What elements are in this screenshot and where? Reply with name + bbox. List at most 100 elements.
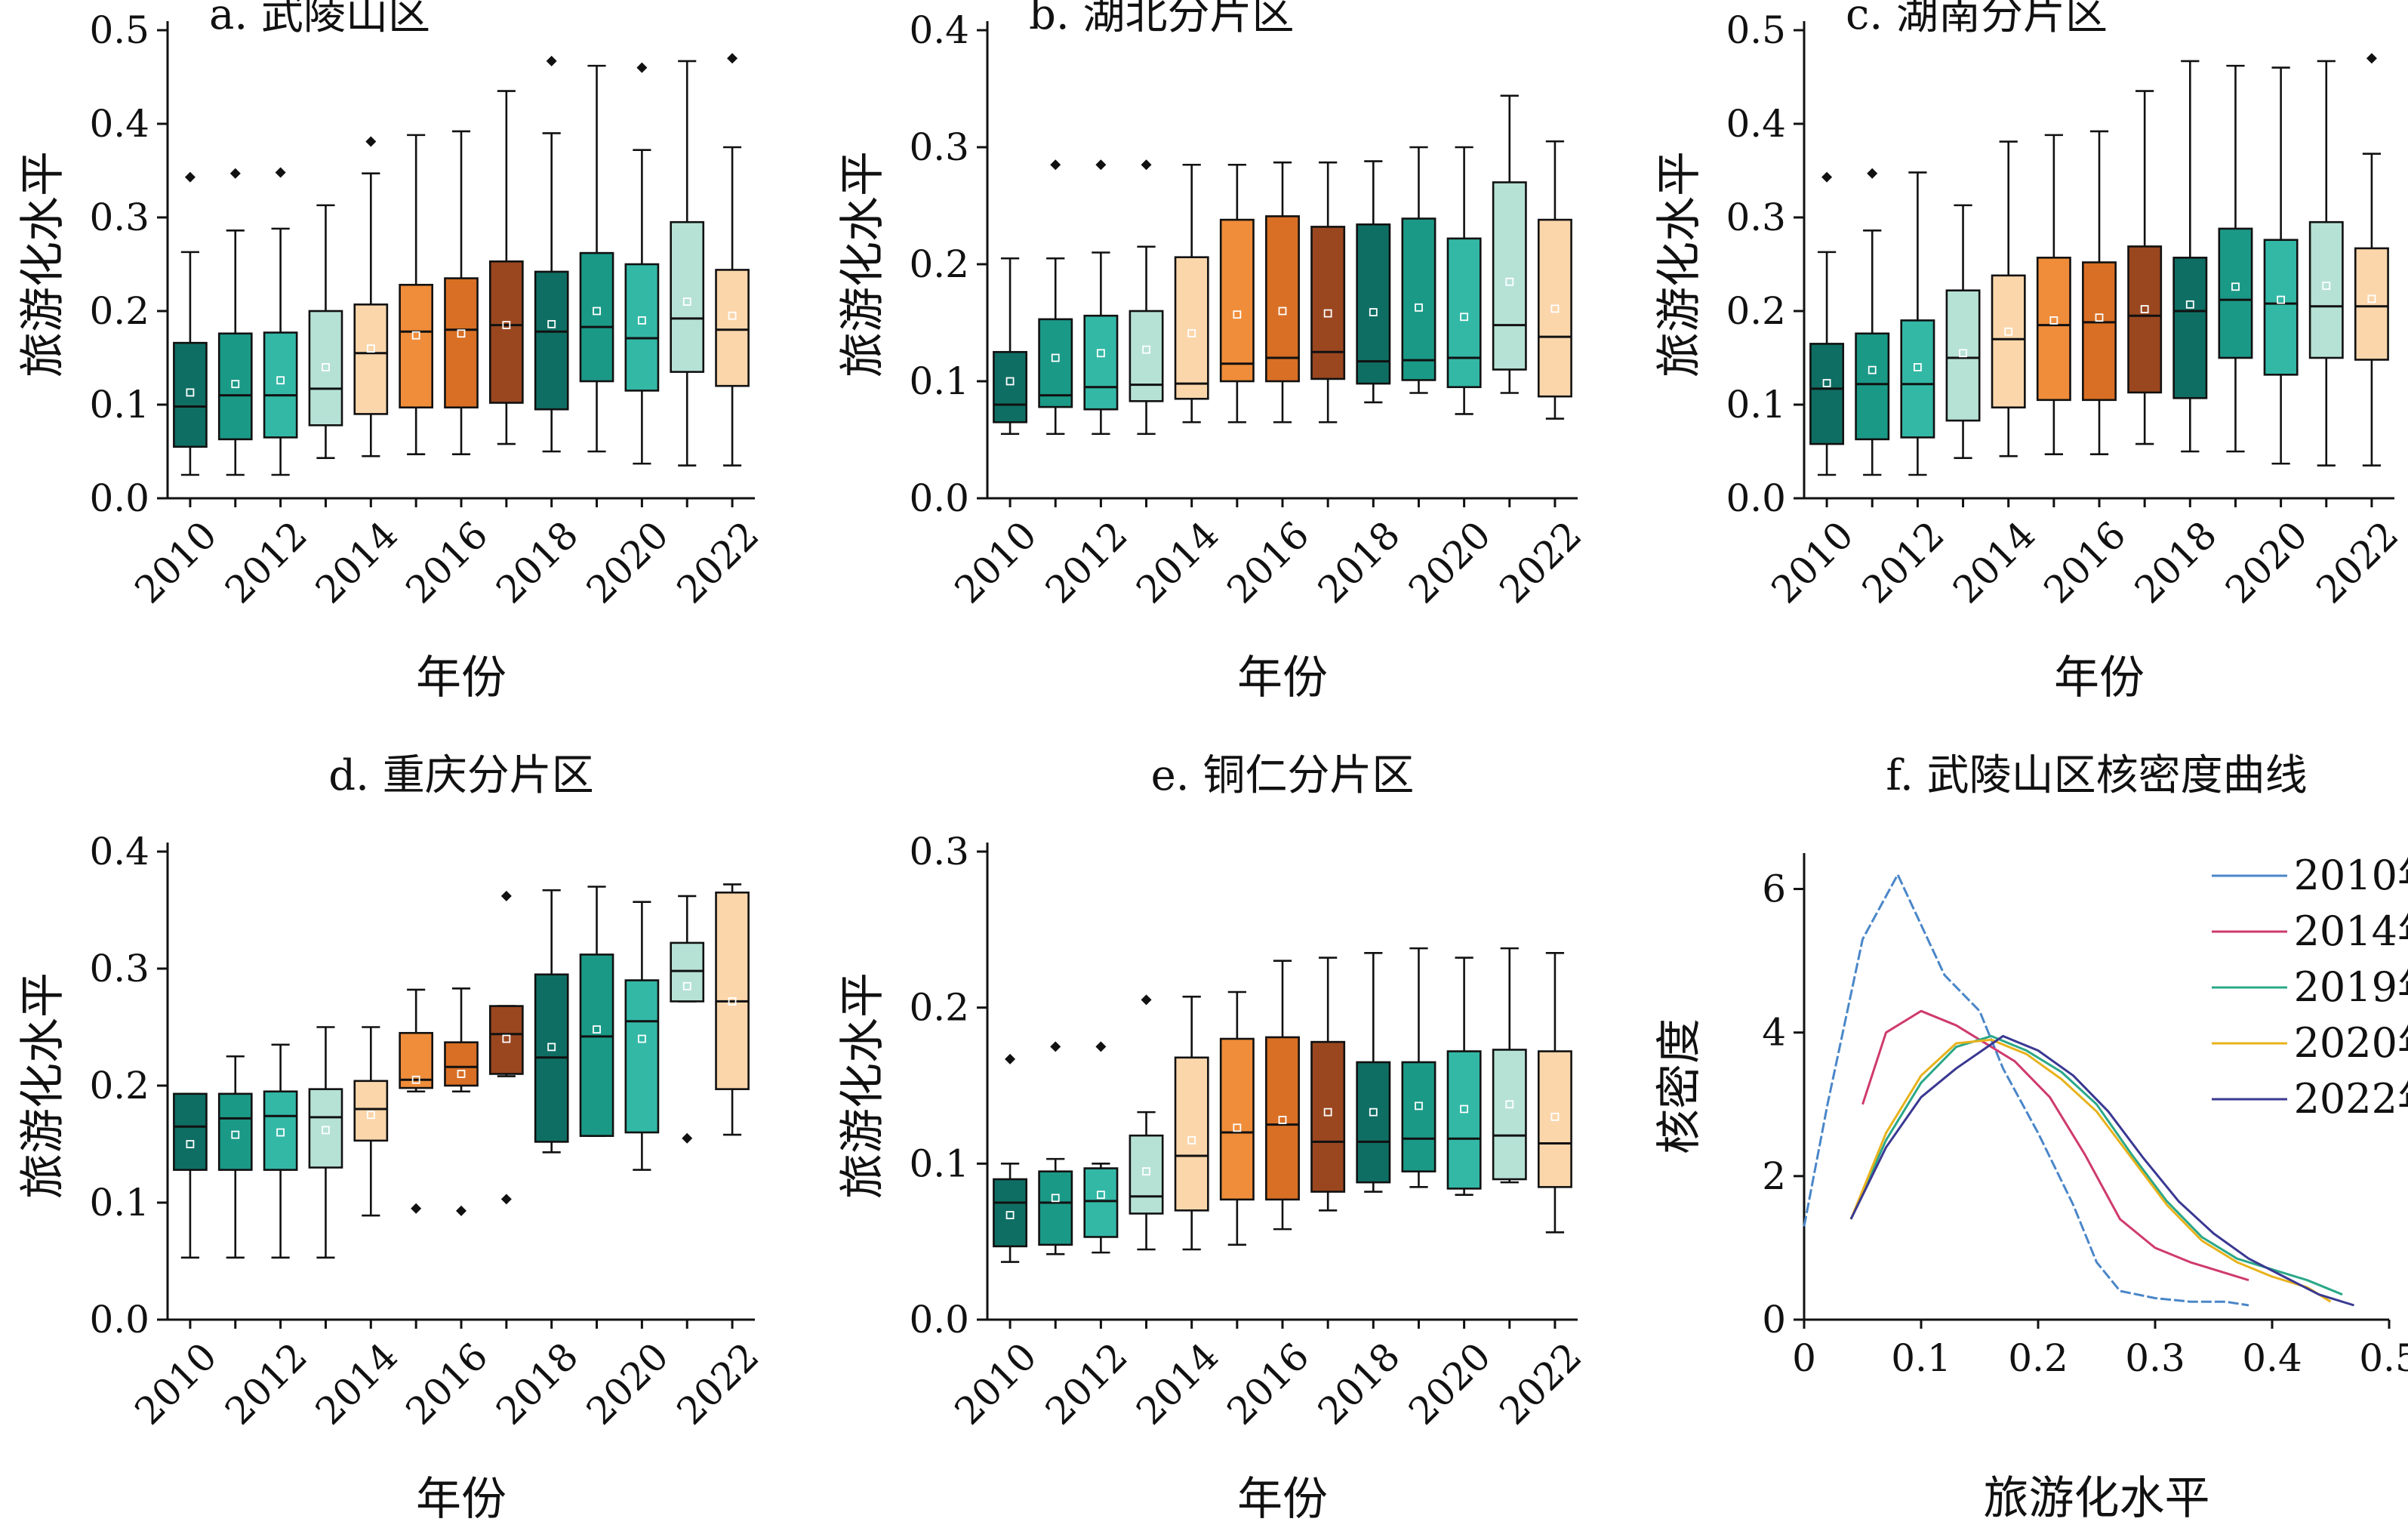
- mean-marker: [1142, 345, 1150, 354]
- outlier-point: [1050, 1041, 1061, 1052]
- mean-marker: [1505, 277, 1514, 286]
- box-2018: [534, 270, 569, 411]
- box-2014: [353, 1080, 389, 1142]
- x-tick-label: 2014: [1128, 513, 1227, 612]
- box-2014: [353, 303, 389, 415]
- box-2010: [993, 1178, 1028, 1248]
- box-2017: [489, 260, 524, 404]
- outlier-point: [1821, 171, 1833, 183]
- mean-marker: [1051, 1194, 1060, 1203]
- box-2022: [715, 891, 750, 1090]
- y-tick-label: 0.0: [909, 1298, 969, 1342]
- outlier-point: [1141, 994, 1152, 1006]
- box-2016: [444, 1041, 479, 1087]
- outlier-point: [1050, 159, 1061, 171]
- box-2021: [1492, 1049, 1527, 1181]
- density-line-2020: [1849, 1038, 2332, 1303]
- panel-e: 0.0 0.1 0.2 0.3 2010201220142016201820202022…: [836, 751, 1590, 1525]
- mean-marker: [411, 1075, 420, 1084]
- box-2010: [993, 350, 1028, 424]
- outlier-point: [500, 890, 512, 901]
- legend-label: 2019年: [2294, 963, 2408, 1011]
- box-2017: [1310, 226, 1346, 380]
- panel-title: f. 武陵山区核密度曲线: [1886, 751, 2307, 800]
- mean-marker: [1460, 313, 1469, 322]
- box-2012: [1083, 314, 1119, 411]
- box-2014: [1174, 1056, 1209, 1212]
- y-tick-label: 0.0: [89, 1298, 149, 1342]
- outlier-point: [2366, 53, 2377, 64]
- x-tick-label: 2020: [1400, 1334, 1499, 1433]
- outlier-point: [1867, 168, 1878, 179]
- box-2016: [1265, 215, 1300, 383]
- box-2022: [715, 269, 750, 387]
- outlier-point: [456, 1205, 467, 1216]
- mean-marker: [2049, 316, 2059, 325]
- y-tick-label: 6: [1762, 867, 1786, 911]
- box-2022: [1537, 1050, 1572, 1188]
- mean-marker: [1415, 1101, 1423, 1111]
- box-2012: [1900, 319, 1935, 439]
- x-tick-label: 0: [1792, 1336, 1816, 1380]
- x-tick-label: 2018: [488, 1334, 587, 1433]
- y-tick-label: 0.4: [89, 102, 149, 146]
- outlier-point: [275, 167, 286, 178]
- outlier-point: [546, 55, 557, 66]
- y-axis-label: 核密度: [1653, 1018, 1706, 1154]
- box-2018: [1356, 223, 1391, 385]
- x-tick-label: 2022: [1491, 513, 1590, 612]
- box-2013: [308, 310, 343, 427]
- legend-label: 2014年: [2294, 907, 2408, 955]
- x-tick-label: 2018: [488, 513, 587, 612]
- box-2018: [2172, 257, 2208, 399]
- panel-title: b. 湖北分片区: [1029, 0, 1294, 39]
- mean-marker: [2185, 300, 2194, 309]
- panel-c: 0.00.10.20.30.40.52010201220142016201820…: [1653, 0, 2406, 704]
- y-tick-label: 0.0: [89, 476, 149, 520]
- panel-title: e. 铜仁分片区: [1151, 751, 1415, 800]
- mean-marker: [1369, 308, 1378, 316]
- panel-f: 0 2 4 6 0 0.1 0.2 0.3 0.4 0.5 2010年 2014年 2019年 2020年…: [1653, 751, 2408, 1525]
- mean-marker: [682, 297, 691, 307]
- mean-marker: [728, 311, 737, 320]
- box-2016: [1265, 1036, 1300, 1201]
- x-tick-label: 2022: [669, 1334, 768, 1433]
- mean-marker: [2367, 294, 2376, 303]
- y-tick-label: 0.2: [89, 289, 149, 333]
- mean-marker: [1278, 1116, 1287, 1124]
- panel-d: 0.0 0.1 0.2 0.3 0.4 2010201220142016201820202…: [17, 751, 768, 1525]
- y-tick-label: 0.1: [89, 383, 149, 427]
- box-2019: [2218, 227, 2253, 359]
- panel-title: c. 湖南分片区: [1846, 0, 2108, 39]
- x-tick-label: 2016: [1219, 1334, 1318, 1433]
- y-tick-label: 0.1: [1726, 383, 1786, 427]
- y-tick-label: 0.5: [89, 8, 149, 52]
- legend-label: 2020年: [2294, 1019, 2408, 1067]
- mean-marker: [2004, 327, 2013, 336]
- y-tick-label: 0.2: [1726, 289, 1786, 333]
- mean-marker: [1005, 1211, 1015, 1219]
- y-tick-label: 4: [1762, 1011, 1786, 1055]
- box-2011: [1038, 1170, 1073, 1246]
- mean-marker: [637, 316, 646, 325]
- mean-marker: [593, 1025, 601, 1034]
- x-tick-label: 2014: [307, 513, 406, 612]
- box-2015: [1219, 1037, 1255, 1201]
- box-2017: [489, 1005, 524, 1075]
- mean-marker: [1096, 1191, 1105, 1200]
- y-tick-label: 0.3: [89, 196, 149, 239]
- y-tick-label: 0.2: [909, 242, 969, 286]
- mean-marker: [502, 1034, 511, 1043]
- y-tick-label: 0.4: [89, 830, 149, 873]
- box-2010: [173, 341, 208, 448]
- panel-title: a. 武陵山区: [209, 0, 430, 39]
- density-line-2022: [1849, 1034, 2354, 1307]
- mean-marker: [1913, 362, 1922, 371]
- y-tick-label: 0.3: [909, 830, 969, 873]
- mean-marker: [2231, 282, 2240, 291]
- x-tick-label: 2010: [947, 1334, 1045, 1433]
- y-axis-label: 旅游化水平: [17, 151, 69, 377]
- mean-marker: [547, 1043, 556, 1052]
- mean-marker: [457, 329, 466, 338]
- box-2014: [1991, 274, 2026, 409]
